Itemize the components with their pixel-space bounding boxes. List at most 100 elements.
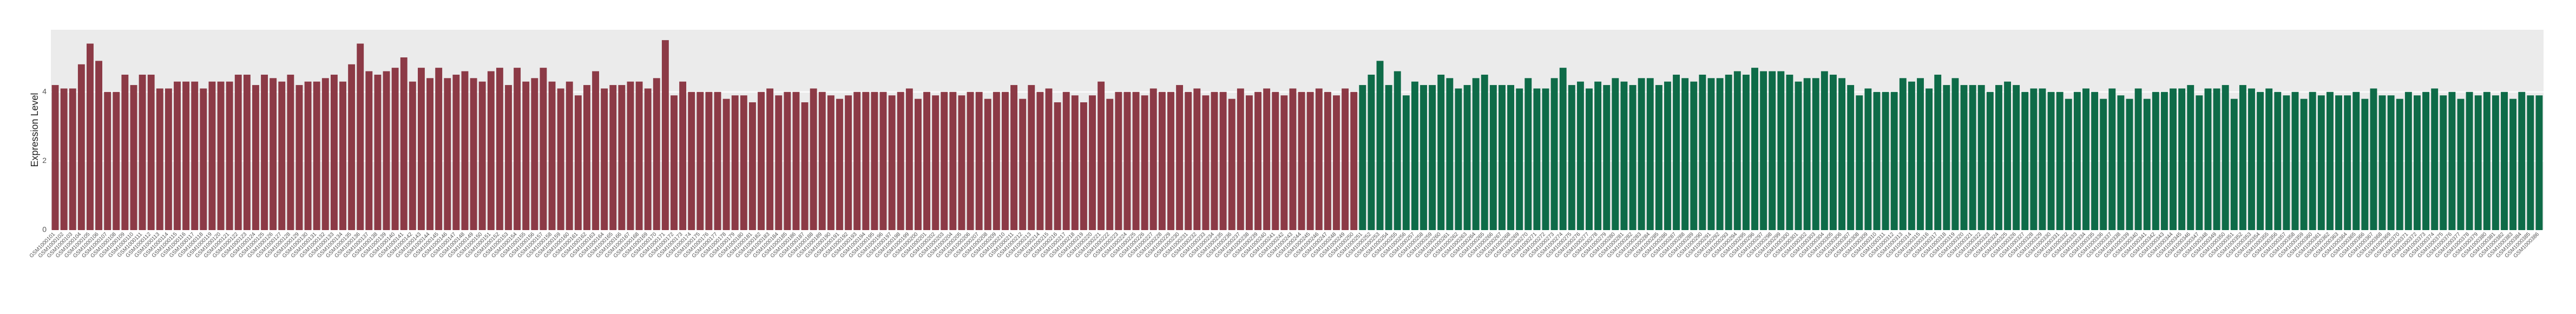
bar — [1385, 85, 1392, 230]
bar — [836, 99, 843, 230]
bar — [2535, 95, 2543, 230]
bar — [871, 91, 878, 230]
bar — [1795, 81, 1802, 231]
bar — [321, 78, 329, 230]
bar — [1908, 81, 1915, 231]
bar — [1455, 88, 1462, 230]
bar — [1437, 74, 1445, 230]
bar — [2422, 91, 2430, 230]
bar — [1185, 91, 1192, 230]
bar — [2004, 81, 2011, 231]
bar — [1036, 91, 1044, 230]
bar — [984, 99, 991, 230]
bar — [1019, 99, 1027, 230]
bar — [217, 81, 225, 231]
bar — [2213, 88, 2220, 230]
bar — [1777, 71, 1785, 230]
bar — [226, 81, 233, 231]
bar — [1359, 85, 1366, 230]
bar — [1838, 78, 1845, 230]
bar — [1002, 91, 1009, 230]
bar — [1446, 78, 1454, 230]
bar — [478, 81, 486, 231]
bar — [182, 81, 190, 231]
bar — [1995, 85, 2002, 230]
bar — [574, 95, 582, 230]
bar — [1098, 81, 1105, 231]
bar — [696, 91, 704, 230]
bar — [766, 88, 774, 230]
bar — [1368, 74, 1375, 230]
bar — [1489, 85, 1497, 230]
bar — [923, 91, 930, 230]
bar — [418, 68, 425, 230]
bar — [1542, 88, 1549, 230]
bar — [1699, 74, 1706, 230]
bar — [540, 68, 547, 230]
bar — [1289, 88, 1297, 230]
bar — [2326, 91, 2334, 230]
bar — [1481, 74, 1488, 230]
bar — [1769, 71, 1776, 230]
bar — [1943, 85, 1950, 230]
bar — [2317, 95, 2325, 230]
bar — [522, 81, 530, 231]
bar — [2352, 91, 2360, 230]
bar — [2013, 85, 2020, 230]
bar — [2483, 91, 2490, 230]
bar — [2361, 99, 2369, 230]
bar — [113, 91, 120, 230]
bar — [1298, 91, 1305, 230]
bar — [1751, 68, 1758, 230]
bar — [932, 95, 939, 230]
bar — [2178, 88, 2186, 230]
bar — [2396, 99, 2403, 230]
bar — [1463, 85, 1471, 230]
bar — [1725, 74, 1732, 230]
bar — [470, 78, 477, 230]
bar — [208, 81, 216, 231]
bar — [1429, 85, 1436, 230]
bar — [758, 91, 765, 230]
bar — [2030, 88, 2038, 230]
bar — [722, 99, 730, 230]
bar — [2527, 95, 2534, 230]
bar — [1149, 88, 1157, 230]
bar — [1167, 91, 1174, 230]
bar — [270, 78, 277, 230]
bar — [845, 95, 852, 230]
bar — [2370, 88, 2377, 230]
bar — [2187, 85, 2194, 230]
bar — [2082, 88, 2089, 230]
bar — [2230, 99, 2238, 230]
bar — [775, 95, 783, 230]
bar — [2248, 88, 2255, 230]
bar — [426, 78, 434, 230]
bar — [1193, 88, 1201, 230]
bar — [2204, 88, 2212, 230]
bar — [2501, 91, 2508, 230]
bar — [792, 91, 800, 230]
bar — [1533, 88, 1541, 230]
bar — [818, 91, 826, 230]
bar — [287, 74, 294, 230]
bar — [1350, 91, 1358, 230]
bar — [2091, 91, 2099, 230]
bar — [1420, 85, 1427, 230]
bar — [514, 68, 521, 230]
bar — [365, 71, 373, 230]
bar — [810, 88, 817, 230]
bar — [1986, 91, 1994, 230]
bar — [897, 91, 904, 230]
bar — [592, 71, 599, 230]
bar — [627, 81, 634, 231]
bar — [1603, 85, 1611, 230]
bar — [1594, 81, 1602, 231]
bar — [400, 57, 408, 230]
bar — [2448, 91, 2456, 230]
bar — [2440, 95, 2447, 230]
bar — [609, 85, 617, 230]
bar — [705, 91, 713, 230]
bar — [967, 91, 974, 230]
